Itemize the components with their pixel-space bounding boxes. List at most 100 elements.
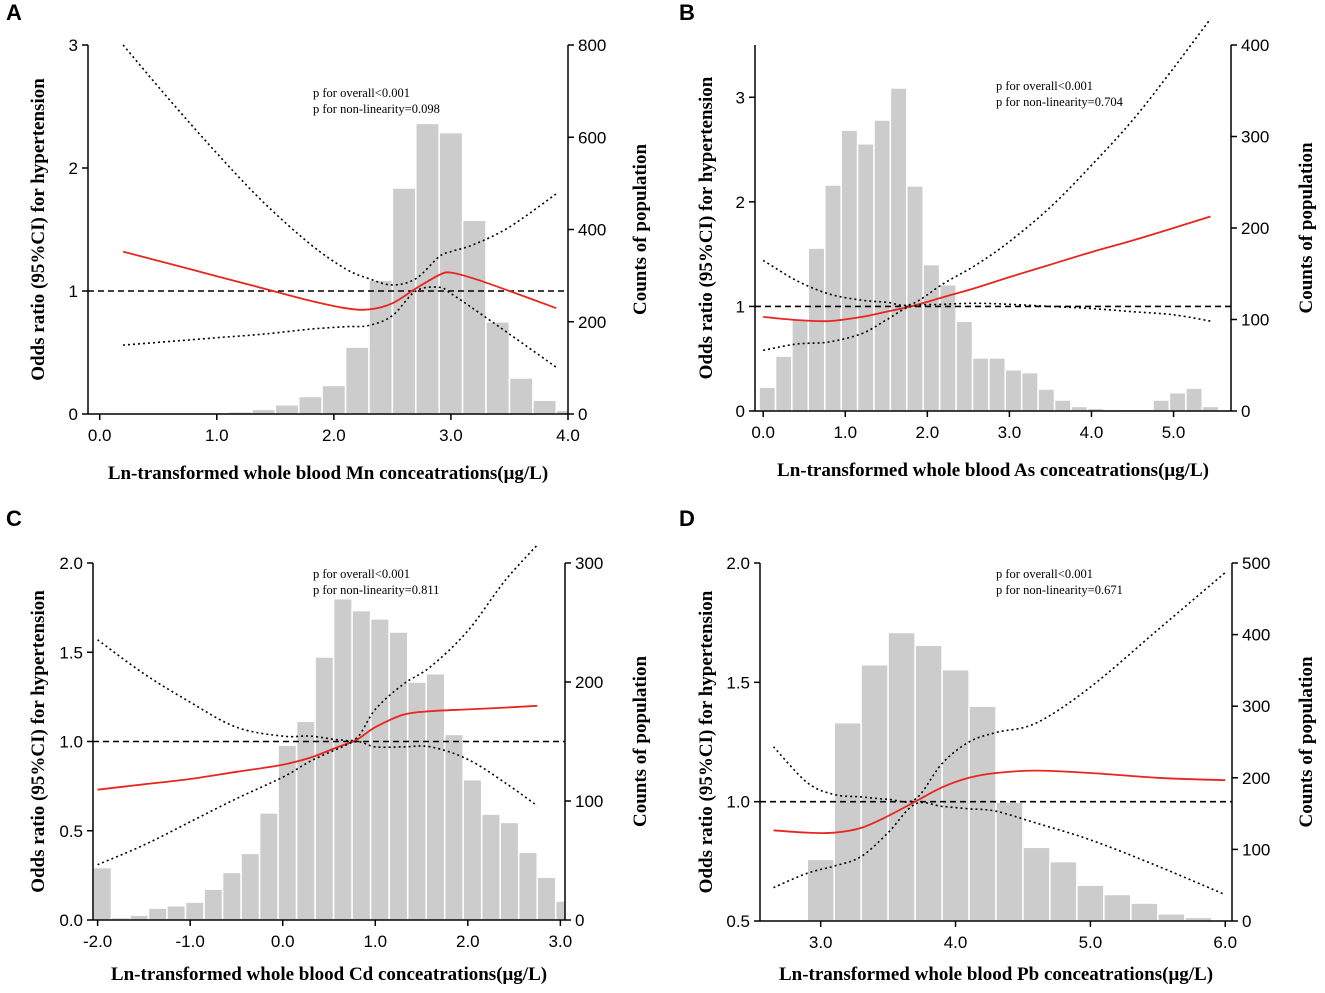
panel-d-x-tick-label: 3.0 (809, 933, 833, 952)
panel-b-x-tick-label: 5.0 (1162, 423, 1186, 442)
panel-b-y-right-tick-label: 400 (1241, 36, 1269, 55)
panel-b-hist-bar (856, 143, 875, 412)
panel-b-hist-bar (988, 357, 1007, 412)
panel-c-or-line (97, 704, 538, 791)
panel-d-hist-bar (1103, 893, 1132, 922)
panel-b-y-right-tick-label: 200 (1241, 219, 1269, 238)
panel-b-hist-bar (807, 247, 826, 412)
panel-b-x-tick-label: 4.0 (1080, 423, 1104, 442)
panel-d-x-tick-label: 6.0 (1213, 933, 1237, 952)
panel-d-hist-bar (1049, 860, 1078, 922)
panel-b-hist-bar (824, 184, 842, 412)
panel-a-hist-bar (485, 321, 511, 415)
panel-a-y-left-tick-label: 3 (69, 36, 78, 55)
panel-a-y-left-tick-label: 2 (69, 159, 78, 178)
panel-b-x-tick-label: 0.0 (751, 423, 775, 442)
panel-b-hist-bar (873, 119, 892, 412)
panel-b-y-right-tick-label: 300 (1241, 128, 1269, 147)
panel-c-hist-bar (443, 733, 464, 921)
panel-b: B 0.0 1.0 2.0 3.0 4.0 5.0 0 1 2 3 0 100 200 300 400 Ln-t… (679, 0, 1317, 481)
panel-d-hist-bar (1130, 902, 1159, 922)
panel-b-y-left-tick-label: 3 (736, 88, 745, 107)
panel-c-hist-bar (221, 871, 242, 921)
panel-c-hist-bar (332, 597, 353, 921)
panel-a-hist-bar (508, 377, 534, 415)
panel-b-y-right-tick-label: 100 (1241, 311, 1269, 330)
panel-b-ci-lower-line (763, 302, 1211, 352)
panel-d-y-right-tick-label: 500 (1242, 554, 1270, 573)
panel-b-hist-bar (758, 386, 777, 412)
panel-d-p-nonlinearity: p for non-linearity=0.671 (996, 583, 1123, 597)
panel-b-label: B (679, 0, 695, 25)
panel-a-x-axis-label: Ln-transformed whole blood Mn conceatrat… (108, 463, 548, 484)
panel-d-label: D (679, 506, 695, 531)
panel-d-y-right-tick-label: 400 (1242, 626, 1270, 645)
panel-a-p-overall: p for overall<0.001 (313, 86, 410, 100)
panel-c-y-right-tick-label: 300 (575, 554, 603, 573)
panel-c-hist-bar (147, 907, 168, 921)
panel-d-y-right-tick-label: 200 (1242, 769, 1270, 788)
panel-d-y-left-axis-label: Odds ratio (95%CI) for hypertension (696, 590, 717, 893)
panel-d-y-left-tick-label: 1.5 (726, 673, 750, 692)
panel-a-y-right-tick-label: 0 (578, 405, 587, 424)
panel-d-x-axis-label: Ln-transformed whole blood Pb conceatrat… (779, 964, 1213, 985)
panel-c-p-overall: p for overall<0.001 (313, 567, 410, 581)
panel-d-x-tick-label: 5.0 (1079, 933, 1103, 952)
panel-c-hist-bar (499, 821, 520, 921)
panel-d-hist-bar (833, 721, 862, 922)
panel-c-hist-bar (258, 812, 279, 921)
panel-c-y-right-tick-label: 0 (575, 911, 584, 930)
panel-c-hist-bar (277, 744, 298, 921)
panel-b-y-right-tick-label: 0 (1241, 402, 1250, 421)
panel-a-x-tick-label: 3.0 (439, 426, 463, 445)
panel-b-hist-bar (774, 355, 793, 412)
panel-a-hist-bar (344, 346, 370, 415)
panel-c-hist-bar (369, 618, 390, 921)
panel-a-hist-bar (368, 279, 394, 415)
panel-d-hist-bar (1157, 913, 1186, 922)
panel-d-or-line (773, 769, 1226, 835)
panel-d-x-tick-label: 4.0 (944, 933, 968, 952)
panel-a-hist-bar (297, 395, 323, 415)
panel-d-y-left-tick-label: 2.0 (726, 554, 750, 573)
panel-b-hist-bar (791, 318, 810, 412)
panel-c-hist-bar (388, 631, 409, 921)
panel-c-x-tick-label: -2.0 (83, 932, 112, 951)
panel-a-p-nonlinearity: p for non-linearity=0.098 (313, 102, 440, 116)
panel-b-y-left-tick-label: 2 (736, 193, 745, 212)
panel-d-hist-bar (1076, 884, 1105, 922)
panel-a-hist-bar (461, 219, 487, 415)
panel-b-hist-bar (1037, 388, 1056, 412)
panel-d-hist-bar (941, 668, 970, 922)
panel-a-or-line (122, 250, 557, 311)
panel-b-hist-bar (1168, 391, 1187, 412)
panel-c-y-right-axis-label: Counts of population (630, 656, 651, 827)
panel-c-x-axis-label: Ln-transformed whole blood Cd conceatrat… (111, 964, 547, 985)
panel-b-hist-bar (955, 320, 974, 412)
panel-b-x-tick-label: 1.0 (833, 423, 857, 442)
panel-c-hist-bar (351, 609, 372, 921)
panel-c-y-left-tick-label: 2.0 (59, 554, 83, 573)
panel-d-hist-bar (1022, 846, 1051, 922)
panel-c-hist-bar (517, 851, 538, 921)
panel-d-y-right-tick-label: 0 (1242, 912, 1251, 931)
panel-a-label: A (6, 0, 22, 25)
panel-a-y-right-tick-label: 400 (578, 221, 606, 240)
panel-a-x-tick-label: 0.0 (88, 426, 112, 445)
panel-b-hist-bar (1053, 399, 1072, 412)
panel-b-hist-bar (938, 283, 957, 412)
panel-c-x-tick-label: 3.0 (549, 932, 573, 951)
panel-c-hist-bar (166, 904, 187, 921)
panel-b-y-right-axis-label: Counts of population (1296, 142, 1317, 313)
panel-b-x-tick-label: 2.0 (916, 423, 940, 442)
panel-b-hist-bar (840, 129, 859, 412)
panel-c-x-tick-label: 0.0 (271, 932, 295, 951)
panel-c-hist-bar (554, 900, 566, 921)
panel-b-hist-bar (1020, 371, 1039, 412)
panel-c-ci-upper-line (97, 544, 538, 742)
panel-d-y-right-axis-label: Counts of population (1296, 656, 1317, 827)
panel-a-y-right-tick-label: 600 (578, 128, 606, 147)
panel-c-x-tick-label: 2.0 (456, 932, 480, 951)
panel-a-x-tick-label: 2.0 (322, 426, 346, 445)
